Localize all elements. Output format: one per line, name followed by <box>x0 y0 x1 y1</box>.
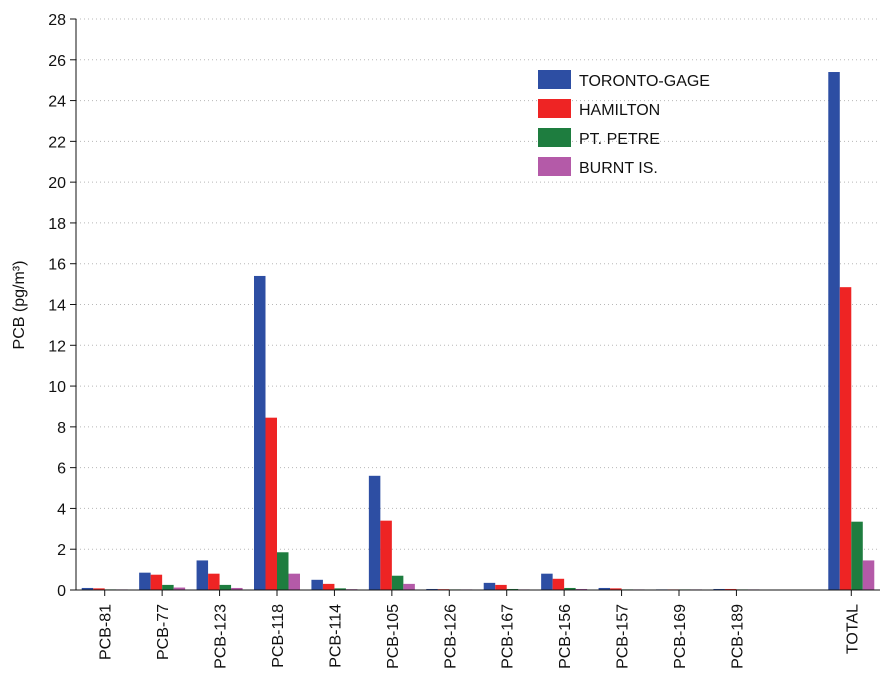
x-tick-label: PCB-157 <box>615 604 632 669</box>
bar-toronto-gage-pcb-126 <box>426 588 438 590</box>
legend: TORONTO-GAGE HAMILTON PT. PETRE BURNT IS. <box>538 70 710 177</box>
y-tick-label: 18 <box>48 216 66 233</box>
y-tick-label: 6 <box>57 461 66 478</box>
bar-burnt-is-pcb-77 <box>173 587 186 590</box>
y-tick-label: 2 <box>57 542 66 559</box>
x-tick-label: PCB-169 <box>672 604 689 669</box>
bar-toronto-gage-pcb-114 <box>311 579 323 590</box>
x-tick-label: PCB-126 <box>442 604 459 669</box>
legend-label: TORONTO-GAGE <box>579 73 710 90</box>
y-tick-label: 4 <box>57 501 66 518</box>
legend-swatch <box>538 99 571 118</box>
bar-burnt-is-pcb-123 <box>231 587 243 590</box>
y-tick-label: 26 <box>48 53 66 70</box>
legend-label: PT. PETRE <box>579 131 660 148</box>
y-tick-label: 14 <box>48 298 66 315</box>
bar-pt-petre-pcb-156 <box>564 587 576 590</box>
bar-toronto-gage-pcb-81 <box>81 587 94 590</box>
bar-hamilton-pcb-189 <box>724 588 737 590</box>
y-tick-label: 28 <box>48 12 66 29</box>
bar-pt-petre-total <box>851 521 863 590</box>
bar-hamilton-total <box>839 287 852 590</box>
bar-hamilton-pcb-167 <box>495 584 507 590</box>
y-tick-label: 20 <box>48 175 66 192</box>
gridlines <box>76 18 880 550</box>
y-tick-label: 10 <box>48 379 66 396</box>
bar-hamilton-pcb-157 <box>610 588 622 590</box>
bar-toronto-gage-pcb-105 <box>368 475 381 590</box>
x-tick-label: PCB-81 <box>98 604 115 660</box>
x-tick-label: PCB-189 <box>729 604 746 669</box>
x-tick-label: PCB-114 <box>327 604 344 668</box>
bar-burnt-is-pcb-156 <box>575 588 588 590</box>
x-tick-label: TOTAL <box>844 604 861 654</box>
x-tick-label: PCB-105 <box>385 604 402 669</box>
y-tick-label: 24 <box>48 94 66 111</box>
bar-burnt-is-pcb-118 <box>288 573 300 590</box>
bar-toronto-gage-pcb-167 <box>483 582 496 590</box>
bar-toronto-gage-pcb-156 <box>541 573 553 590</box>
bar-burnt-is-total <box>862 560 875 590</box>
bar-hamilton-pcb-81 <box>93 588 105 590</box>
x-tick-label: PCB-167 <box>500 604 517 669</box>
x-tick-label: PCB-156 <box>557 604 574 669</box>
legend-swatch <box>538 70 571 89</box>
bar-hamilton-pcb-156 <box>552 578 565 590</box>
bar-toronto-gage-pcb-189 <box>713 588 725 590</box>
bar-pt-petre-pcb-77 <box>162 584 174 590</box>
y-tick-label: 12 <box>48 338 66 355</box>
x-tick-label: PCB-118 <box>270 604 287 668</box>
x-tick-label: PCB-77 <box>155 604 172 660</box>
bar-hamilton-pcb-105 <box>380 520 392 590</box>
y-tick-label: 16 <box>48 257 66 274</box>
x-tick-label: PCB-123 <box>213 604 230 669</box>
y-tick-label: 0 <box>57 583 66 600</box>
bar-pt-petre-pcb-167 <box>506 588 519 590</box>
bar-hamilton-pcb-114 <box>322 583 335 590</box>
legend-swatch <box>538 157 571 176</box>
bar-toronto-gage-pcb-77 <box>139 572 151 590</box>
axes-group <box>70 18 880 596</box>
bar-hamilton-pcb-77 <box>150 574 163 590</box>
legend-swatch <box>538 128 571 147</box>
bar-toronto-gage-pcb-123 <box>196 560 209 590</box>
bar-toronto-gage-pcb-157 <box>598 587 611 590</box>
x-tick-labels: PCB-81 PCB-77 PCB-123 PCB-118 PCB-114 PCB-105… <box>98 604 862 669</box>
bar-hamilton-pcb-118 <box>265 417 277 590</box>
bar-toronto-gage-total <box>828 72 840 591</box>
legend-label: HAMILTON <box>579 102 660 119</box>
bar-pt-petre-pcb-118 <box>277 552 289 590</box>
bar-toronto-gage-pcb-118 <box>254 275 266 590</box>
y-tick-label: 22 <box>48 134 66 151</box>
y-tick-label: 8 <box>57 420 66 437</box>
bar-pt-petre-pcb-114 <box>334 588 346 590</box>
bar-hamilton-pcb-123 <box>208 573 220 590</box>
bars-group <box>81 72 875 591</box>
bar-burnt-is-pcb-105 <box>403 583 415 590</box>
legend-label: BURNT IS. <box>579 160 658 177</box>
y-axis-title: PCB (pg/m³) <box>11 261 28 350</box>
bar-pt-petre-pcb-105 <box>391 575 404 590</box>
bar-pt-petre-pcb-123 <box>219 584 232 590</box>
